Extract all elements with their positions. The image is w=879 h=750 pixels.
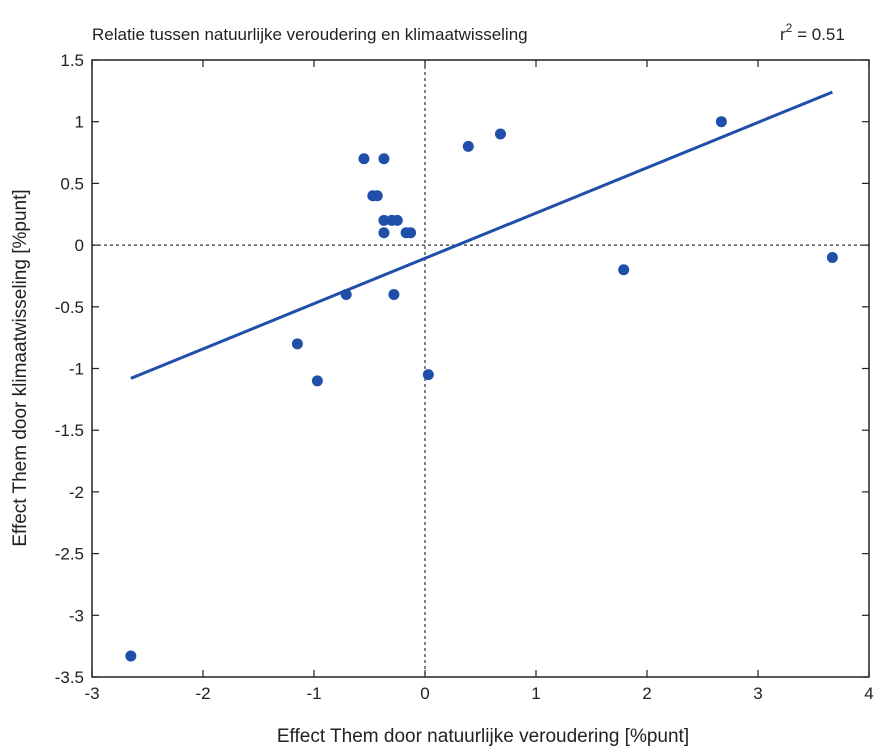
x-tick-label: 2: [642, 684, 651, 703]
data-point: [311, 375, 323, 387]
y-tick-label: 0: [75, 236, 84, 255]
y-tick-label: 1: [75, 113, 84, 132]
y-tick-label: -0.5: [55, 298, 84, 317]
x-tick-label: -2: [195, 684, 210, 703]
chart-title: Relatie tussen natuurlijke veroudering e…: [92, 25, 528, 44]
data-point: [494, 128, 506, 140]
x-tick-label: -3: [84, 684, 99, 703]
y-tick-label: -1: [69, 360, 84, 379]
data-point: [462, 140, 474, 152]
y-axis-ticks: -3.5 -3 -2.5 -2 -1.5 -1 -0.5 0 0.5 1 1.5: [55, 51, 869, 687]
fit-line-layer: [130, 90, 833, 380]
data-point: [378, 214, 390, 226]
x-tick-label: 0: [420, 684, 429, 703]
y-tick-label: 0.5: [60, 174, 84, 193]
data-point: [405, 227, 417, 239]
x-tick-label: 3: [753, 684, 762, 703]
x-axis-label: Effect Them door natuurlijke veroudering…: [277, 726, 689, 747]
y-tick-label: -2: [69, 483, 84, 502]
r-squared-annotation: r2 = 0.51: [780, 21, 845, 44]
r-exponent: 2: [786, 21, 793, 35]
data-points-layer: [125, 116, 838, 662]
data-point: [388, 288, 400, 300]
data-point: [378, 227, 390, 239]
data-point: [422, 369, 434, 381]
x-tick-label: 1: [531, 684, 540, 703]
y-tick-label: -3: [69, 606, 84, 625]
x-tick-label: 4: [864, 684, 873, 703]
data-point: [125, 650, 137, 662]
x-axis-ticks: -3 -2 -1 0 1 2 3 4: [84, 60, 874, 703]
data-point: [378, 153, 390, 165]
data-point: [358, 153, 370, 165]
data-point: [826, 251, 838, 263]
y-tick-label: -1.5: [55, 421, 84, 440]
y-axis-label: Effect Them door klimaatwisseling [%punt…: [10, 189, 31, 546]
data-point: [371, 190, 383, 202]
regression-line: [130, 90, 833, 380]
data-point: [715, 116, 727, 128]
data-point: [291, 338, 303, 350]
data-point: [340, 288, 352, 300]
y-tick-label: -2.5: [55, 545, 84, 564]
x-tick-label: -1: [306, 684, 321, 703]
axes-frame: [91, 59, 870, 678]
r-value: = 0.51: [792, 25, 844, 44]
r-symbol: r: [780, 25, 786, 44]
y-tick-label: 1.5: [60, 51, 84, 70]
reference-lines: [92, 60, 869, 677]
data-point: [618, 264, 630, 276]
data-point: [391, 214, 403, 226]
y-tick-label: -3.5: [55, 668, 84, 687]
plot-border: [91, 59, 870, 678]
